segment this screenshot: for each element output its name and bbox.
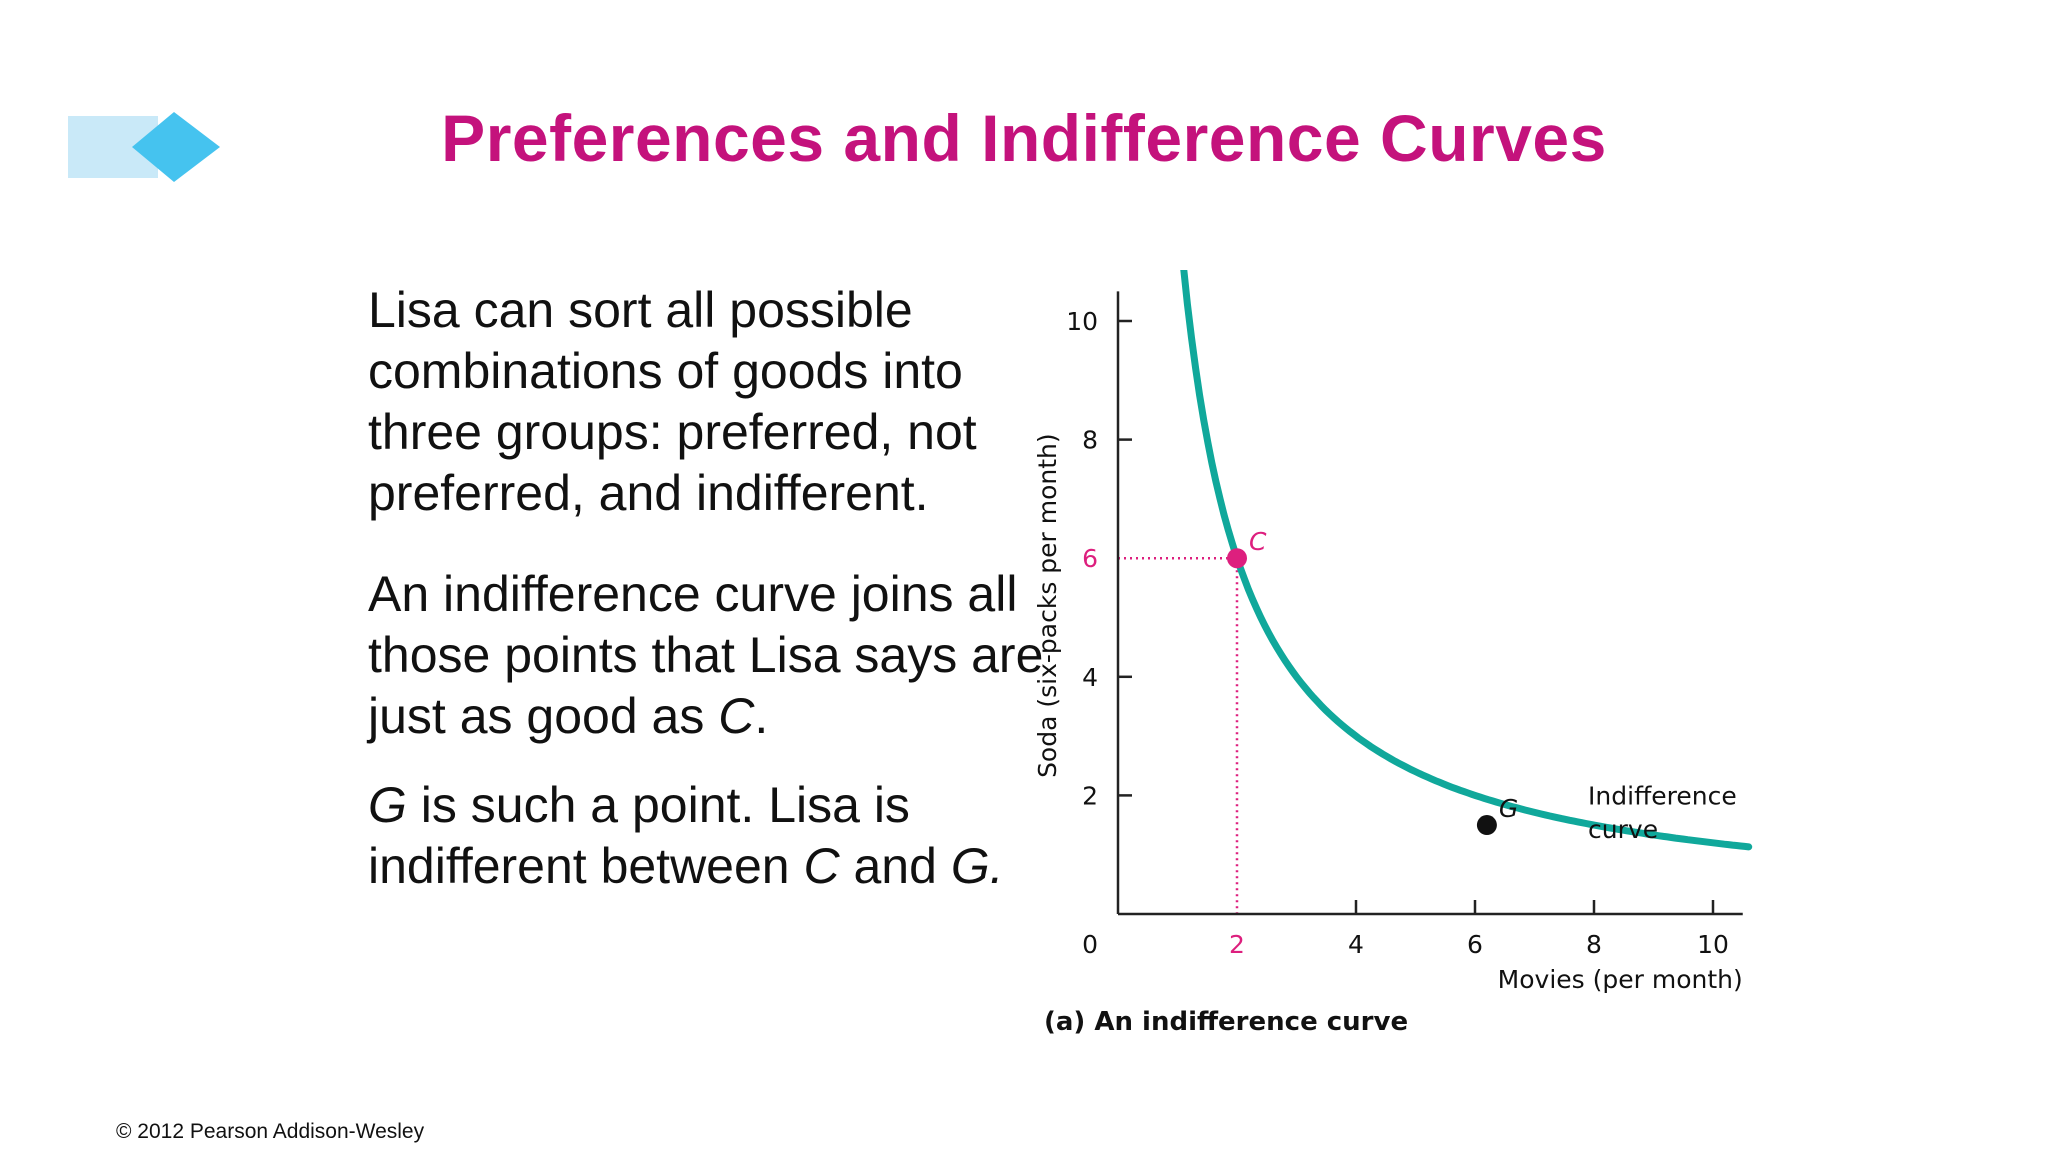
x-tick-label: 6 xyxy=(1467,930,1483,959)
origin-label: 0 xyxy=(1082,930,1098,959)
paragraph-indifference-curve: An indifference curve joins all those po… xyxy=(368,564,1048,747)
x-tick-label: 2 xyxy=(1229,930,1245,959)
paragraph-point-g: G is such a point. Lisa is indifferent b… xyxy=(368,775,1048,897)
y-tick-label: 10 xyxy=(1066,307,1098,336)
point-c-marker xyxy=(1227,548,1247,569)
x-tick-label: 8 xyxy=(1586,930,1602,959)
y-axis-title: Soda (six-packs per month) xyxy=(1033,433,1062,778)
point-ref-g: G. xyxy=(950,838,1004,894)
point-c-label: C xyxy=(1249,527,1267,556)
indifference-curve-chart: 2 4 6 8 10 2 4 6 8 10 0 Movies (per month) Soda (six… xyxy=(1033,270,1753,1037)
slide-title: Preferences and Indifference Curves xyxy=(441,101,1607,175)
chart-caption: (a) An indifference curve xyxy=(1044,1007,1408,1037)
point-g-label: G xyxy=(1499,794,1518,823)
point-ref-c: C xyxy=(718,688,755,744)
y-tick-label: 6 xyxy=(1082,544,1098,573)
paragraph-sorting: Lisa can sort all possible combinations … xyxy=(368,282,977,521)
point-ref-g: G xyxy=(368,777,407,833)
x-tick-label: 10 xyxy=(1697,930,1729,959)
y-tick-label: 4 xyxy=(1082,663,1098,692)
curve-label: curve xyxy=(1588,815,1658,844)
copyright-footer: © 2012 Pearson Addison-Wesley xyxy=(116,1120,425,1143)
y-tick-label: 8 xyxy=(1082,426,1098,455)
x-axis-title: Movies (per month) xyxy=(1498,965,1743,994)
paragraph-text: An indifference curve joins all those po… xyxy=(368,566,1044,744)
y-tick-label: 2 xyxy=(1082,781,1098,810)
x-tick-label: 4 xyxy=(1348,930,1364,959)
point-ref-c: C xyxy=(803,838,840,894)
paragraph-text: . xyxy=(754,688,769,744)
body-text: Lisa can sort all possible combinations … xyxy=(368,280,1048,937)
point-g-marker xyxy=(1476,815,1497,836)
paragraph-text: and xyxy=(839,838,951,894)
slide-logo-icon xyxy=(68,112,220,182)
indifference-curve-line xyxy=(1180,270,1753,851)
curve-label: Indifference xyxy=(1588,781,1737,810)
paragraph-text: is such a point. Lisa is indifferent bet… xyxy=(368,777,910,894)
